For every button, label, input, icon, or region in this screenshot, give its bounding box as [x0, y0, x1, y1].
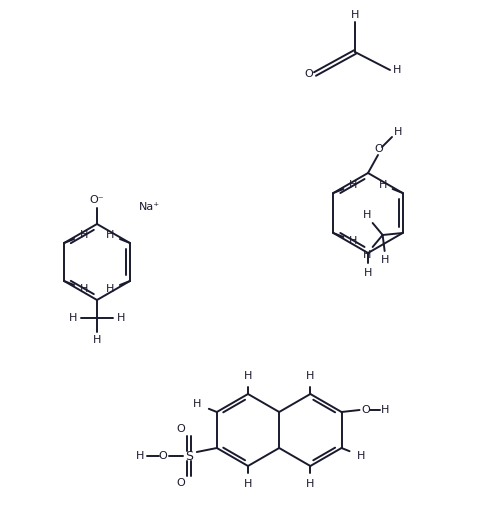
- Text: H: H: [69, 313, 77, 323]
- Text: H: H: [363, 250, 371, 260]
- Text: H: H: [244, 371, 252, 381]
- Text: H: H: [380, 255, 389, 265]
- Text: O: O: [374, 144, 383, 154]
- Text: O: O: [361, 405, 370, 415]
- Text: H: H: [80, 284, 88, 294]
- Text: H: H: [244, 479, 252, 489]
- Text: H: H: [357, 451, 366, 461]
- Text: H: H: [80, 230, 88, 240]
- Text: H: H: [117, 313, 125, 323]
- Text: H: H: [378, 180, 387, 190]
- Text: O: O: [177, 478, 185, 488]
- Text: H: H: [106, 284, 114, 294]
- Text: O⁻: O⁻: [90, 195, 104, 205]
- Text: H: H: [93, 335, 101, 345]
- Text: Na⁺: Na⁺: [138, 202, 160, 212]
- Text: H: H: [364, 268, 372, 278]
- Text: H: H: [192, 399, 201, 409]
- Text: H: H: [394, 127, 402, 137]
- Text: H: H: [306, 371, 314, 381]
- Text: H: H: [135, 451, 144, 461]
- Text: H: H: [106, 230, 114, 240]
- Text: O: O: [305, 69, 313, 79]
- Text: S: S: [185, 449, 193, 462]
- Text: O: O: [158, 451, 167, 461]
- Text: H: H: [393, 65, 401, 75]
- Text: H: H: [363, 210, 371, 220]
- Text: O: O: [177, 424, 185, 434]
- Text: H: H: [349, 180, 358, 190]
- Text: H: H: [349, 236, 358, 246]
- Text: H: H: [381, 405, 390, 415]
- Text: H: H: [351, 10, 359, 20]
- Text: H: H: [306, 479, 314, 489]
